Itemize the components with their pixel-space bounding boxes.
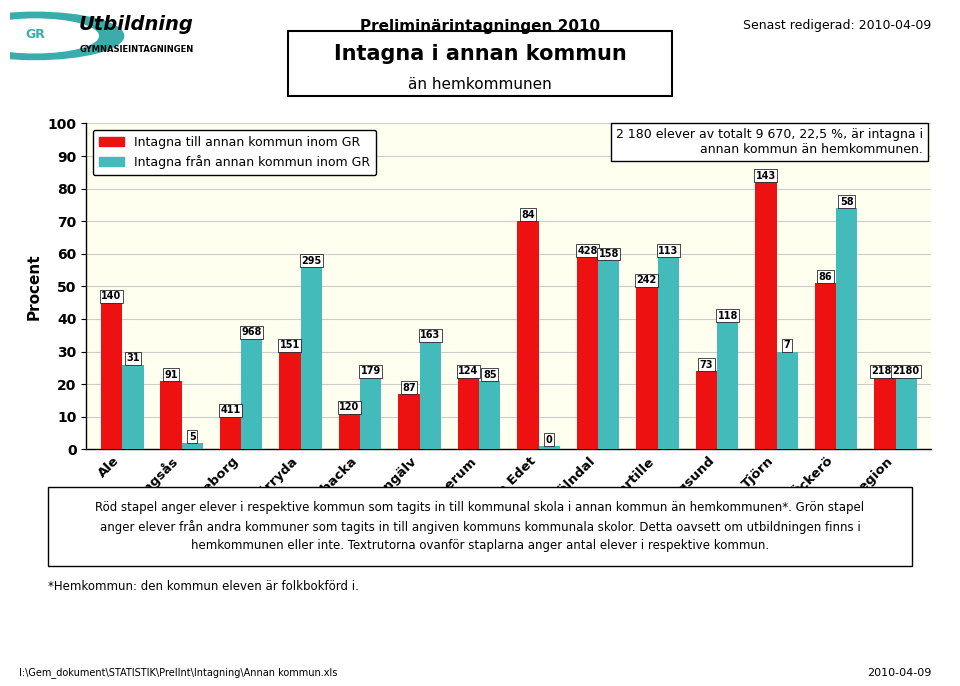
Text: 242: 242 xyxy=(636,275,657,285)
Circle shape xyxy=(0,12,124,60)
Text: 163: 163 xyxy=(420,331,441,340)
Text: 2180: 2180 xyxy=(872,366,899,377)
Text: GYMNASIEINTAGNINGEN: GYMNASIEINTAGNINGEN xyxy=(79,45,194,54)
Bar xyxy=(458,377,479,449)
Text: Utbildning: Utbildning xyxy=(79,15,194,34)
Bar xyxy=(696,371,717,449)
Text: Röd stapel anger elever i respektive kommun som tagits in till kommunal skola i : Röd stapel anger elever i respektive kom… xyxy=(95,501,865,552)
Bar xyxy=(717,322,738,449)
Bar xyxy=(279,351,300,449)
Text: 58: 58 xyxy=(840,197,853,207)
Text: 84: 84 xyxy=(521,210,535,220)
Text: 411: 411 xyxy=(220,405,241,416)
Bar xyxy=(658,257,679,449)
Bar xyxy=(300,267,322,449)
Text: 91: 91 xyxy=(164,370,178,379)
Text: Senast redigerad: 2010-04-09: Senast redigerad: 2010-04-09 xyxy=(743,19,931,32)
Text: 113: 113 xyxy=(659,246,679,256)
Text: 73: 73 xyxy=(700,360,713,370)
Text: 5: 5 xyxy=(189,431,196,442)
Bar xyxy=(160,381,181,449)
Bar xyxy=(479,381,500,449)
Text: 85: 85 xyxy=(483,370,496,379)
Bar xyxy=(420,342,441,449)
Bar xyxy=(181,443,203,449)
Bar xyxy=(836,209,857,449)
Y-axis label: Procent: Procent xyxy=(27,253,42,320)
Text: 0: 0 xyxy=(546,435,553,445)
Text: än hemkommunen: än hemkommunen xyxy=(408,77,552,92)
FancyBboxPatch shape xyxy=(288,31,672,96)
Text: 179: 179 xyxy=(361,366,381,377)
Text: 968: 968 xyxy=(242,327,262,338)
Bar xyxy=(636,287,658,449)
Text: *Hemkommun: den kommun eleven är folkbokförd i.: *Hemkommun: den kommun eleven är folkbok… xyxy=(48,580,359,593)
Text: 143: 143 xyxy=(756,171,776,181)
Text: 7: 7 xyxy=(784,340,791,351)
Text: Intagna i annan kommun: Intagna i annan kommun xyxy=(334,44,626,64)
Bar xyxy=(777,351,798,449)
Text: 151: 151 xyxy=(279,340,300,351)
Text: 140: 140 xyxy=(101,292,122,301)
Text: GR: GR xyxy=(25,28,45,41)
Bar xyxy=(220,417,241,449)
Text: 31: 31 xyxy=(126,353,139,364)
Text: 428: 428 xyxy=(577,246,597,256)
Bar xyxy=(577,257,598,449)
Bar xyxy=(517,221,539,449)
Bar xyxy=(896,377,917,449)
Text: 2180: 2180 xyxy=(893,366,920,377)
Text: Preliminärintagningen 2010: Preliminärintagningen 2010 xyxy=(360,19,600,34)
Text: 295: 295 xyxy=(301,256,322,265)
Bar xyxy=(101,303,122,449)
Text: 86: 86 xyxy=(819,272,832,282)
Bar xyxy=(539,446,560,449)
Text: I:\Gem_dokument\STATISTIK\PreIInt\Intagning\Annan kommun.xls: I:\Gem_dokument\STATISTIK\PreIInt\Intagn… xyxy=(19,667,338,678)
Circle shape xyxy=(0,19,98,53)
Bar xyxy=(598,260,619,449)
Legend: Intagna till annan kommun inom GR, Intagna från annan kommun inom GR: Intagna till annan kommun inom GR, Intag… xyxy=(93,130,376,176)
Bar xyxy=(122,365,143,449)
Bar xyxy=(241,339,262,449)
Text: 120: 120 xyxy=(339,402,359,412)
Bar xyxy=(360,377,381,449)
Text: 118: 118 xyxy=(717,311,738,321)
Text: 158: 158 xyxy=(599,249,619,259)
Bar xyxy=(756,182,777,449)
Text: 124: 124 xyxy=(458,366,478,377)
Text: 2 180 elever av totalt 9 670, 22,5 %, är intagna i
annan kommun än hemkommunen.: 2 180 elever av totalt 9 670, 22,5 %, är… xyxy=(615,128,923,156)
Bar xyxy=(815,283,836,449)
Bar xyxy=(398,394,420,449)
Text: 87: 87 xyxy=(402,383,416,392)
Bar xyxy=(875,377,896,449)
Text: 2010-04-09: 2010-04-09 xyxy=(867,667,931,678)
FancyBboxPatch shape xyxy=(48,487,912,566)
Bar xyxy=(339,414,360,449)
